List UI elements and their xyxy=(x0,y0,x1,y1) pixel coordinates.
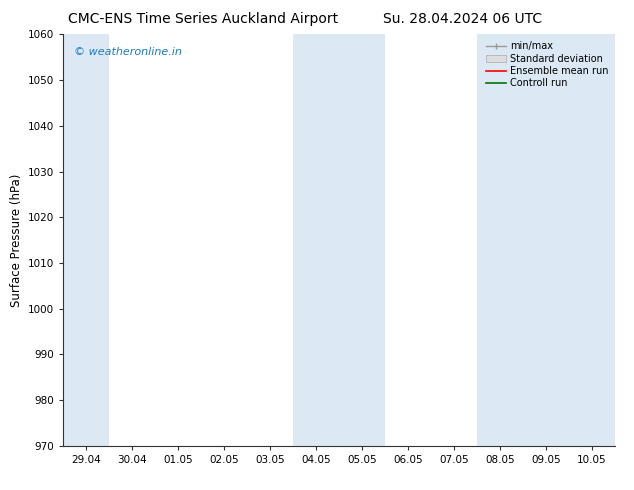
Y-axis label: Surface Pressure (hPa): Surface Pressure (hPa) xyxy=(10,173,23,307)
Text: Su. 28.04.2024 06 UTC: Su. 28.04.2024 06 UTC xyxy=(384,12,542,26)
Text: CMC-ENS Time Series Auckland Airport: CMC-ENS Time Series Auckland Airport xyxy=(68,12,338,26)
Legend: min/max, Standard deviation, Ensemble mean run, Controll run: min/max, Standard deviation, Ensemble me… xyxy=(482,37,612,92)
Bar xyxy=(63,34,110,446)
Bar xyxy=(293,34,385,446)
Bar xyxy=(477,34,615,446)
Text: © weatheronline.in: © weatheronline.in xyxy=(74,47,183,57)
